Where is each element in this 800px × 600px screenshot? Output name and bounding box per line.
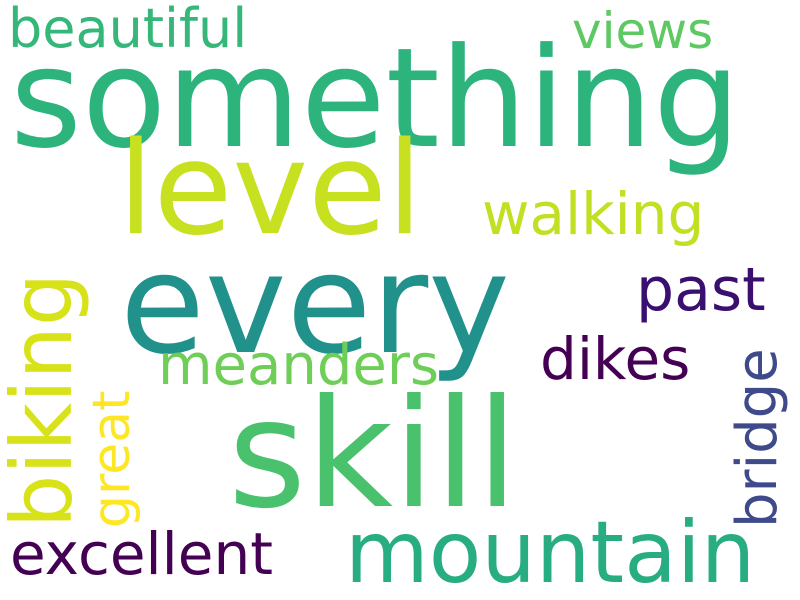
word-skill: skill	[228, 368, 519, 542]
word-great: great	[82, 390, 142, 529]
word-mountain: mountain	[345, 503, 756, 600]
word-beautiful: beautiful	[8, 0, 248, 60]
word-meanders: meanders	[158, 333, 440, 398]
word-views: views	[572, 2, 714, 60]
word-excellent: excellent	[10, 520, 273, 588]
word-every: every	[120, 224, 510, 385]
word-something: something	[10, 18, 741, 179]
word-walking: walking	[482, 180, 705, 248]
word-level: level	[118, 115, 423, 264]
word-past: past	[636, 255, 766, 325]
word-dikes: dikes	[540, 325, 691, 393]
word-biking: biking	[0, 272, 91, 528]
word-bridge: bridge	[725, 348, 790, 528]
